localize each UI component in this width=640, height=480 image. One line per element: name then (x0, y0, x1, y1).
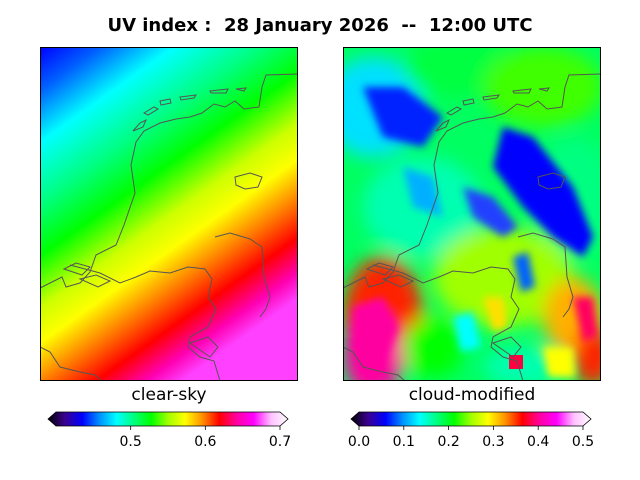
coastline-outline (40, 73, 298, 381)
map-frame (343, 47, 601, 381)
wadden-islands (435, 87, 551, 132)
colorbar-tick-label: 0.7 (268, 434, 292, 450)
cloud-modified-field (343, 47, 601, 381)
clear-sky-map (40, 47, 298, 381)
clear-sky-colorbar: 0.5 0.6 0.7 (47, 411, 292, 472)
colorbar-graphic (47, 411, 289, 430)
clear-sky-field (40, 47, 298, 381)
coastline-outline (343, 73, 601, 381)
map-title: UV index : 28 January 2026 -- 12:00 UTC (107, 15, 533, 36)
cloud-modified-colorbar: 0.0 0.1 0.2 0.3 0.4 0.5 (347, 411, 595, 472)
colorbar-tick-label: 0.2 (437, 434, 460, 450)
hotspot-patch (509, 355, 523, 369)
colorbar-body (350, 411, 592, 427)
colorbar-tick-label: 0.1 (392, 434, 415, 450)
colorbar-tick-label: 0.4 (527, 434, 550, 450)
map-frame (40, 47, 298, 381)
cloud-modified-map (343, 47, 601, 381)
clear-sky-label: clear-sky (131, 385, 207, 405)
colorbar-tick-label: 0.0 (347, 434, 371, 450)
colorbar-tick-label: 0.6 (194, 434, 217, 450)
cloud-modified-label: cloud-modified (408, 385, 536, 405)
colorbar-tick-label: 0.5 (571, 434, 595, 450)
wadden-islands (132, 87, 248, 132)
colorbar-body (47, 411, 289, 427)
colorbar-tick-label: 0.5 (119, 434, 142, 450)
colorbar-graphic (350, 411, 592, 430)
colorbar-tick-label: 0.3 (482, 434, 505, 450)
